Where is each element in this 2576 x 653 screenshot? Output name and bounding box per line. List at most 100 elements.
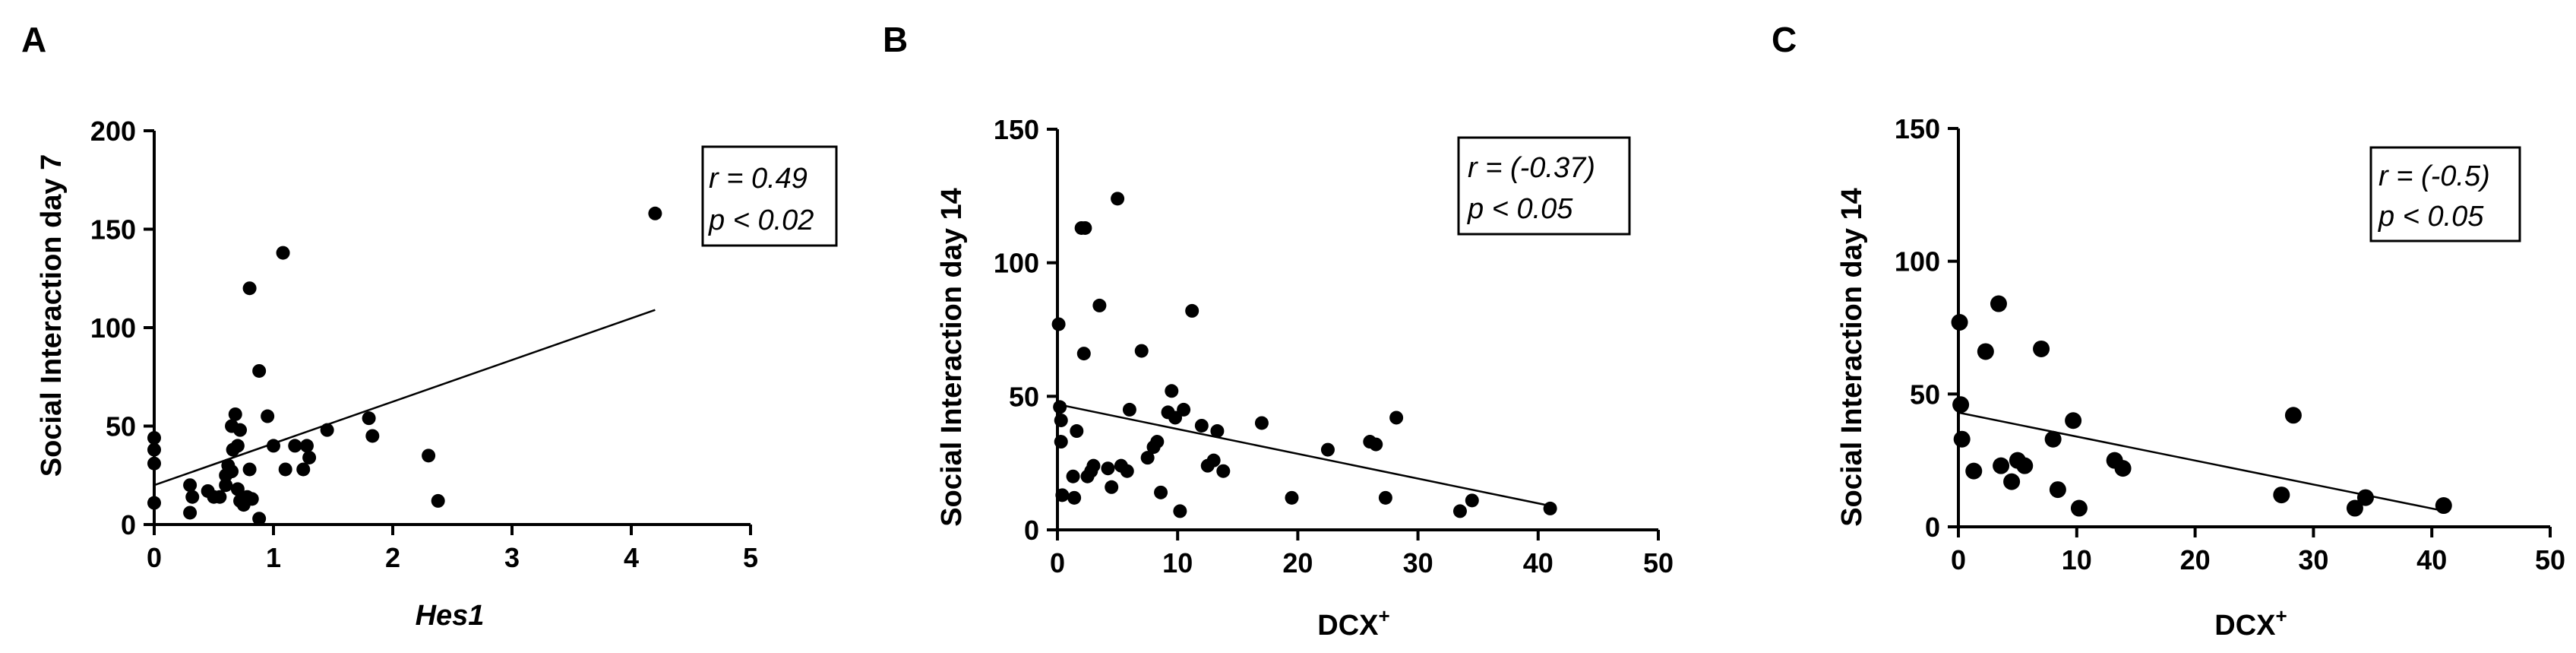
scatter-point	[288, 439, 302, 453]
scatter-point	[1389, 411, 1404, 425]
scatter-point	[245, 492, 259, 506]
y-tick-label: 0	[121, 509, 136, 540]
x-tick-label: 4	[624, 542, 639, 573]
annotation-p: p < 0.02	[708, 204, 814, 236]
panel-label: A	[21, 20, 46, 59]
axes: 0 50 100 150 0 10 20 30 40 50	[1895, 113, 2565, 575]
scatter-point	[147, 442, 161, 457]
annotation-frame	[1457, 136, 1631, 236]
scatter-point	[1053, 400, 1067, 414]
scatter-point	[296, 462, 311, 477]
annotation-r: r = (-0.37)	[1468, 152, 1595, 184]
scatter-point	[1378, 490, 1392, 505]
scatter-point	[1194, 418, 1209, 433]
x-tick-label: 30	[2298, 544, 2328, 575]
x-tick-label: 10	[2062, 544, 2092, 575]
annotation-p: p < 0.05	[1467, 193, 1573, 225]
scatter-point	[1067, 490, 1082, 505]
x-tick-label: 3	[504, 542, 520, 573]
x-tick-label: 5	[743, 542, 758, 573]
panel-label: B	[883, 20, 908, 59]
scatter-point	[1977, 343, 1994, 360]
scatter-point	[261, 409, 275, 423]
y-axis-label: Social Interaction day 14	[936, 188, 968, 527]
x-tick-label: 20	[2180, 544, 2211, 575]
annotation-box: r = 0.49 p < 0.02	[701, 145, 838, 247]
panel-label: C	[1772, 20, 1797, 59]
x-tick-label: 30	[1403, 547, 1433, 579]
scatter-point	[1086, 458, 1101, 473]
scatter-point	[2114, 460, 2132, 477]
scatter-point	[1051, 317, 1066, 331]
scatter-point	[1990, 295, 2007, 312]
scatter-point	[267, 439, 280, 453]
y-axis-label: Social Interaction day 14	[1836, 188, 1868, 527]
scatter-point	[2065, 412, 2082, 430]
annotation-r: r = 0.49	[709, 163, 808, 195]
scatter-point	[2016, 457, 2034, 474]
scatter-point	[185, 490, 200, 504]
scatter-point	[2049, 481, 2066, 499]
scatter-point	[1111, 192, 1125, 206]
scatter-point	[1105, 480, 1119, 494]
scatter-point	[1993, 457, 2010, 474]
x-tick-label: 0	[1951, 544, 1966, 575]
scatter-point	[1952, 396, 1970, 414]
scatter-point	[213, 490, 227, 504]
x-tick-label: 2	[385, 542, 400, 573]
scatter-point	[147, 431, 161, 445]
axes: 0 50 100 150 200 0 1 2 3 4 5	[90, 116, 758, 573]
scatter-point	[1154, 485, 1168, 499]
scatter-point	[1285, 490, 1299, 505]
y-tick-label: 0	[1925, 512, 1940, 543]
scatter-point	[278, 462, 292, 477]
scatter-point	[1206, 453, 1221, 468]
scatter-point	[230, 439, 245, 453]
scatter-point	[299, 439, 314, 453]
scatter-point	[2435, 497, 2452, 515]
scatter-point	[302, 450, 317, 464]
scatter-point	[1140, 451, 1155, 465]
x-tick-label: 0	[1050, 547, 1065, 579]
scatter-point	[2346, 499, 2363, 517]
scatter-point	[1054, 435, 1068, 449]
scatter-point	[1165, 384, 1179, 398]
regression-line	[153, 309, 656, 487]
scatter-point	[1055, 488, 1070, 502]
scatter-point	[242, 462, 257, 477]
x-axis-label: DCX+	[2214, 604, 2287, 642]
annotation-r: r = (-0.5)	[2378, 160, 2490, 192]
scatter-point	[1150, 435, 1165, 449]
scatter-point	[1070, 424, 1084, 439]
scatter-point	[252, 363, 267, 378]
y-tick-label: 0	[1024, 515, 1039, 546]
y-tick-label: 200	[90, 116, 136, 147]
scatter-point	[225, 464, 239, 479]
y-tick-label: 50	[1910, 379, 1940, 410]
scatter-point	[147, 456, 161, 471]
x-tick-label: 20	[1282, 547, 1313, 579]
y-tick-label: 150	[994, 114, 1039, 145]
panel-b: B Social Interaction day 14 DCX+ r = (-0…	[883, 20, 1674, 642]
scatter-point	[1965, 462, 1983, 480]
y-tick-label: 50	[1009, 381, 1039, 412]
y-tick-label: 50	[106, 411, 136, 442]
x-axis-label: DCX+	[1317, 604, 1389, 642]
scatter-points	[1051, 192, 1557, 518]
scatter-point	[1092, 298, 1107, 312]
scatter-point	[147, 496, 161, 510]
scatter-point	[1076, 347, 1091, 361]
x-axis-label-superscript: +	[2276, 604, 2287, 627]
regression-line	[1057, 403, 1550, 507]
scatter-point	[365, 429, 380, 443]
scatter-point	[252, 512, 267, 526]
scatter-point	[1216, 464, 1231, 478]
annotation-box: r = (-0.37) p < 0.05	[1457, 136, 1631, 236]
scatter-point	[2003, 473, 2021, 490]
x-axis-label-superscript: +	[1379, 604, 1390, 627]
axes: 0 50 100 150 0 10 20 30 40 50	[994, 114, 1674, 579]
scatter-point	[219, 478, 233, 493]
scatter-point	[1185, 303, 1199, 318]
annotation-box: r = (-0.5) p < 0.05	[2369, 146, 2521, 242]
